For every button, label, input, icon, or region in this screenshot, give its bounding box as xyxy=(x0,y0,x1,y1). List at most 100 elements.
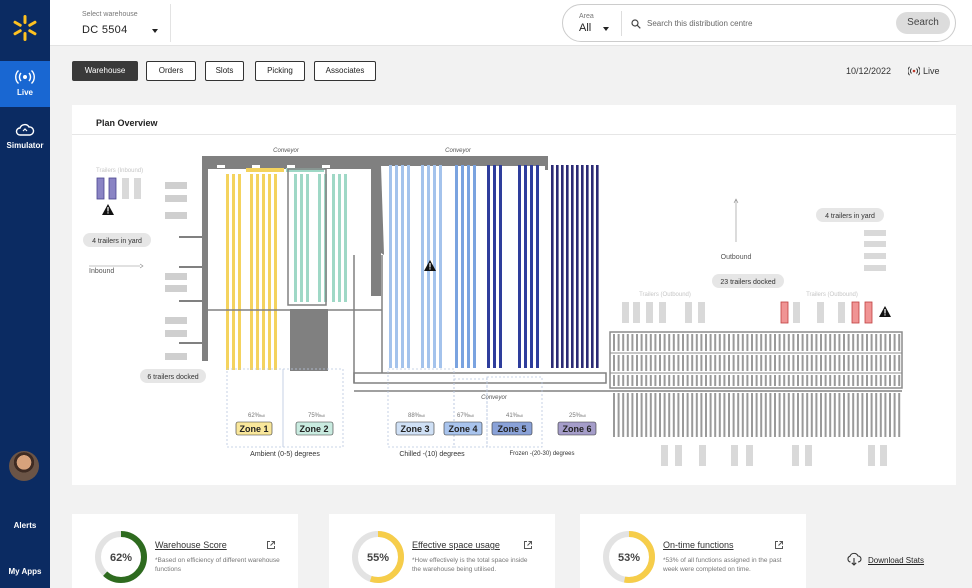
conveyor-label: Conveyor xyxy=(481,395,508,401)
zone-1-badge[interactable] xyxy=(235,421,273,436)
walmart-spark-icon[interactable] xyxy=(11,14,39,42)
conveyor-label: Conveyor xyxy=(445,148,472,154)
tab-warehouse[interactable]: Warehouse xyxy=(72,61,138,81)
live-indicator[interactable]: Live xyxy=(907,66,940,76)
download-stats-label: Download Stats xyxy=(868,556,925,565)
search-input[interactable]: Search this distribution centre xyxy=(647,19,753,28)
stat-title-link[interactable]: Effective space usage xyxy=(412,540,500,550)
outbound-trailer-alert[interactable] xyxy=(851,301,860,324)
stat-value: 62% xyxy=(110,552,132,564)
tab-picking[interactable]: Picking xyxy=(255,61,305,81)
outbound-trailer-alert[interactable] xyxy=(864,301,873,324)
stat-description: *How effectively is the total space insi… xyxy=(412,557,528,573)
progress-ring: 55% xyxy=(352,531,404,583)
inbound-trailer[interactable] xyxy=(96,177,105,200)
zone-3-racks xyxy=(389,165,442,368)
warehouse-floor-plan: Trailers (Inbound) 4 trailers in yard In… xyxy=(83,148,903,466)
zone-utilisation: 88%full xyxy=(408,413,425,419)
inbound-trailer[interactable] xyxy=(108,177,117,200)
external-link-icon[interactable] xyxy=(774,540,784,550)
outbound-docked-text: 23 trailers docked xyxy=(720,279,775,286)
zone-name: Zone 1 xyxy=(239,424,268,434)
zone-utilisation: 75%full xyxy=(308,413,325,419)
zone-5-badge[interactable] xyxy=(491,421,533,436)
zone-name: Zone 3 xyxy=(400,424,429,434)
stat-description: *53% of all functions assigned in the pa… xyxy=(663,557,782,573)
chevron-down-icon[interactable] xyxy=(603,27,609,31)
broadcast-icon xyxy=(907,66,921,76)
area-select[interactable]: All xyxy=(579,22,592,34)
zone-name: Zone 4 xyxy=(448,424,477,434)
zone-name: Zone 5 xyxy=(497,424,526,434)
outbound-docked-badge[interactable] xyxy=(712,274,784,288)
nav-item-live[interactable]: Live xyxy=(0,61,50,107)
stat-value: 55% xyxy=(367,552,389,564)
live-label: Live xyxy=(923,66,940,76)
stat-value: 53% xyxy=(618,552,640,564)
zone-4-badge[interactable] xyxy=(443,421,483,436)
my-apps-link[interactable]: My Apps xyxy=(8,567,42,576)
inbound-docked-badge[interactable] xyxy=(140,369,206,383)
plan-title: Plan Overview xyxy=(96,118,158,128)
cold-conveyor xyxy=(208,156,902,392)
outbound-yard-badge[interactable] xyxy=(816,208,884,222)
zone-2-racks xyxy=(286,168,347,371)
avatar[interactable] xyxy=(9,451,39,481)
warehouse-select[interactable]: Select warehouse DC 5504 xyxy=(71,4,171,42)
search-button[interactable]: Search xyxy=(896,12,950,34)
ambient-conveyor xyxy=(202,156,377,361)
stat-title-link[interactable]: Warehouse Score xyxy=(155,540,227,550)
zone-utilisation: 41%full xyxy=(506,413,523,419)
zone-outlines xyxy=(226,368,543,448)
external-link-icon[interactable] xyxy=(523,540,533,550)
outbound-yard-text: 4 trailers in yard xyxy=(825,213,875,220)
stat-card-on-time: 53% On-time functions *53% of all functi… xyxy=(580,514,806,588)
outbound-trailer-alert[interactable] xyxy=(780,301,789,324)
search-bar: Area All Search this distribution centre… xyxy=(562,4,956,42)
stat-description: *Based on efficiency of different wareho… xyxy=(155,557,280,573)
outbound-dock-racks xyxy=(613,334,901,437)
sidebar: Live Simulator Alerts My Apps xyxy=(0,0,50,588)
stat-card-space-usage: 55% Effective space usage *How effective… xyxy=(329,514,555,588)
outbound-area: Outbound 23 trailers docked 4 trailers i… xyxy=(609,198,903,466)
tab-associates[interactable]: Associates xyxy=(314,61,376,81)
inbound-trailer[interactable] xyxy=(122,178,129,199)
warning-icon[interactable] xyxy=(102,204,114,215)
zone-2-badge[interactable] xyxy=(295,421,334,436)
zone-utilisation: 25%full xyxy=(569,413,586,419)
tab-orders[interactable]: Orders xyxy=(146,61,196,81)
inbound-yard-badge[interactable] xyxy=(83,233,151,247)
zone-utilisation: 67%full xyxy=(457,413,474,419)
zone-3-badge[interactable] xyxy=(395,421,435,436)
zone-4-racks xyxy=(455,165,476,368)
outbound-trailers-label: Trailers (Outbound) xyxy=(639,292,691,298)
temperature-label: Frozen -(20-30) degrees xyxy=(509,451,574,457)
warning-icon[interactable] xyxy=(424,260,436,271)
progress-ring: 62% xyxy=(95,531,147,583)
nav-item-label: Live xyxy=(16,88,33,97)
zone-6-racks xyxy=(551,165,599,368)
download-stats-link[interactable]: Download Stats xyxy=(846,552,924,568)
area-select-label: Area xyxy=(579,13,594,20)
broadcast-icon xyxy=(15,69,35,85)
progress-ring: 53% xyxy=(603,531,655,583)
tab-slots[interactable]: Slots xyxy=(205,61,244,81)
stat-title-link[interactable]: On-time functions xyxy=(663,540,734,550)
current-date: 10/12/2022 xyxy=(846,66,892,76)
zone-name: Zone 6 xyxy=(562,424,591,434)
cloud-download-icon xyxy=(847,552,862,566)
inbound-trailers xyxy=(96,177,141,200)
zone-labels: 62%full Zone 1 75%full Zone 2 88%full Zo… xyxy=(235,413,597,458)
divider xyxy=(621,11,622,36)
divider xyxy=(72,134,956,135)
zone-6-badge[interactable] xyxy=(557,421,597,436)
external-link-icon[interactable] xyxy=(266,540,276,550)
zone-name: Zone 2 xyxy=(299,424,328,434)
nav-item-simulator[interactable]: Simulator xyxy=(0,114,50,160)
alerts-link[interactable]: Alerts xyxy=(13,521,37,530)
warning-icon[interactable] xyxy=(879,306,891,317)
temperature-label: Chilled -(10) degrees xyxy=(399,451,465,458)
inbound-conveyor-lines xyxy=(179,236,204,344)
inbound-trailer[interactable] xyxy=(134,178,141,199)
top-header: Select warehouse DC 5504 Area All Search… xyxy=(50,0,972,46)
